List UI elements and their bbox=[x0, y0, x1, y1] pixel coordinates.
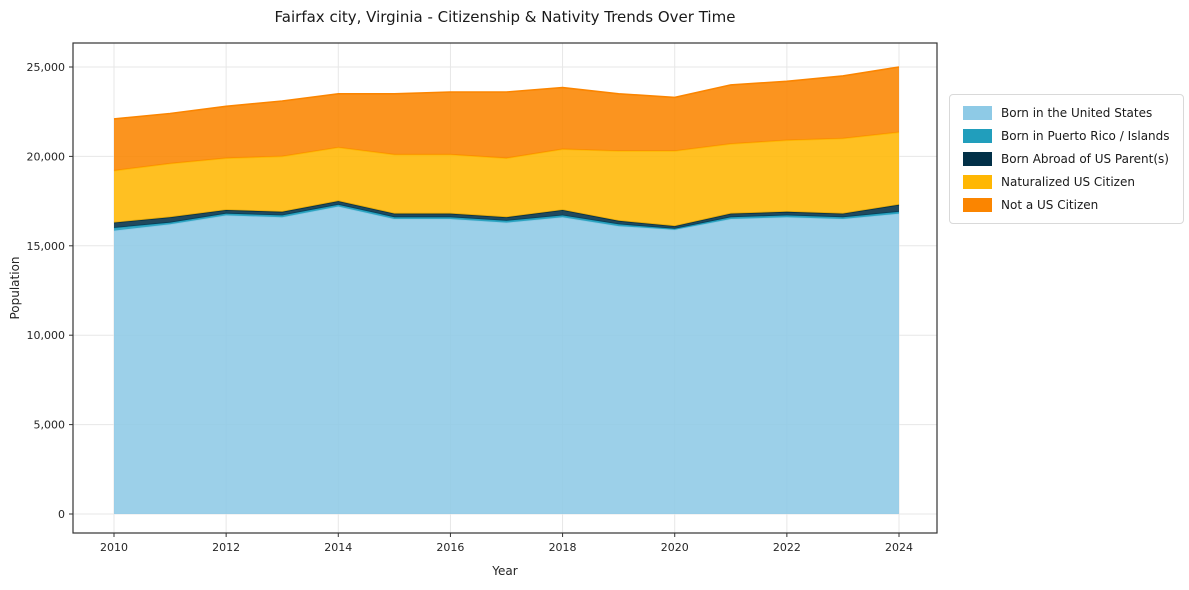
legend: Born in the United States Born in Puerto… bbox=[949, 94, 1184, 224]
legend-item: Born Abroad of US Parent(s) bbox=[963, 152, 1170, 166]
legend-label: Born Abroad of US Parent(s) bbox=[1001, 152, 1169, 166]
legend-label: Born in the United States bbox=[1001, 106, 1153, 120]
legend-swatch bbox=[963, 106, 992, 120]
ytick-label: 15,000 bbox=[27, 240, 66, 253]
xtick-label: 2024 bbox=[885, 541, 913, 554]
ytick-label: 25,000 bbox=[27, 61, 66, 74]
area-series-3 bbox=[114, 132, 899, 227]
ytick-label: 5,000 bbox=[34, 419, 66, 432]
legend-item: Born in Puerto Rico / Islands bbox=[963, 129, 1170, 143]
area-edge-4 bbox=[113, 66, 900, 120]
legend-item: Not a US Citizen bbox=[963, 198, 1170, 212]
legend-label: Not a US Citizen bbox=[1001, 198, 1099, 212]
x-axis-label: Year bbox=[492, 564, 518, 578]
legend-swatch bbox=[963, 175, 992, 189]
area-series-2 bbox=[114, 201, 899, 229]
legend-item: Naturalized US Citizen bbox=[963, 175, 1170, 189]
xtick-label: 2014 bbox=[324, 541, 352, 554]
area-series-1 bbox=[114, 204, 899, 231]
area-series-0 bbox=[114, 206, 899, 514]
ytick-label: 10,000 bbox=[27, 329, 66, 342]
legend-swatch bbox=[963, 129, 992, 143]
legend-label: Naturalized US Citizen bbox=[1001, 175, 1135, 189]
xtick-label: 2022 bbox=[773, 541, 801, 554]
ytick-label: 20,000 bbox=[27, 150, 66, 163]
xtick-label: 2010 bbox=[100, 541, 128, 554]
axes-frame bbox=[72, 42, 938, 534]
xtick-label: 2016 bbox=[436, 541, 464, 554]
chart-title: Fairfax city, Virginia - Citizenship & N… bbox=[274, 8, 736, 26]
xtick-label: 2018 bbox=[549, 541, 577, 554]
ytick-label: 0 bbox=[58, 508, 65, 521]
legend-label: Born in Puerto Rico / Islands bbox=[1001, 129, 1170, 143]
area-series-4 bbox=[114, 67, 899, 171]
legend-swatch bbox=[963, 152, 992, 166]
xtick-label: 2012 bbox=[212, 541, 240, 554]
xtick-label: 2020 bbox=[661, 541, 689, 554]
legend-item: Born in the United States bbox=[963, 106, 1170, 120]
legend-swatch bbox=[963, 198, 992, 212]
